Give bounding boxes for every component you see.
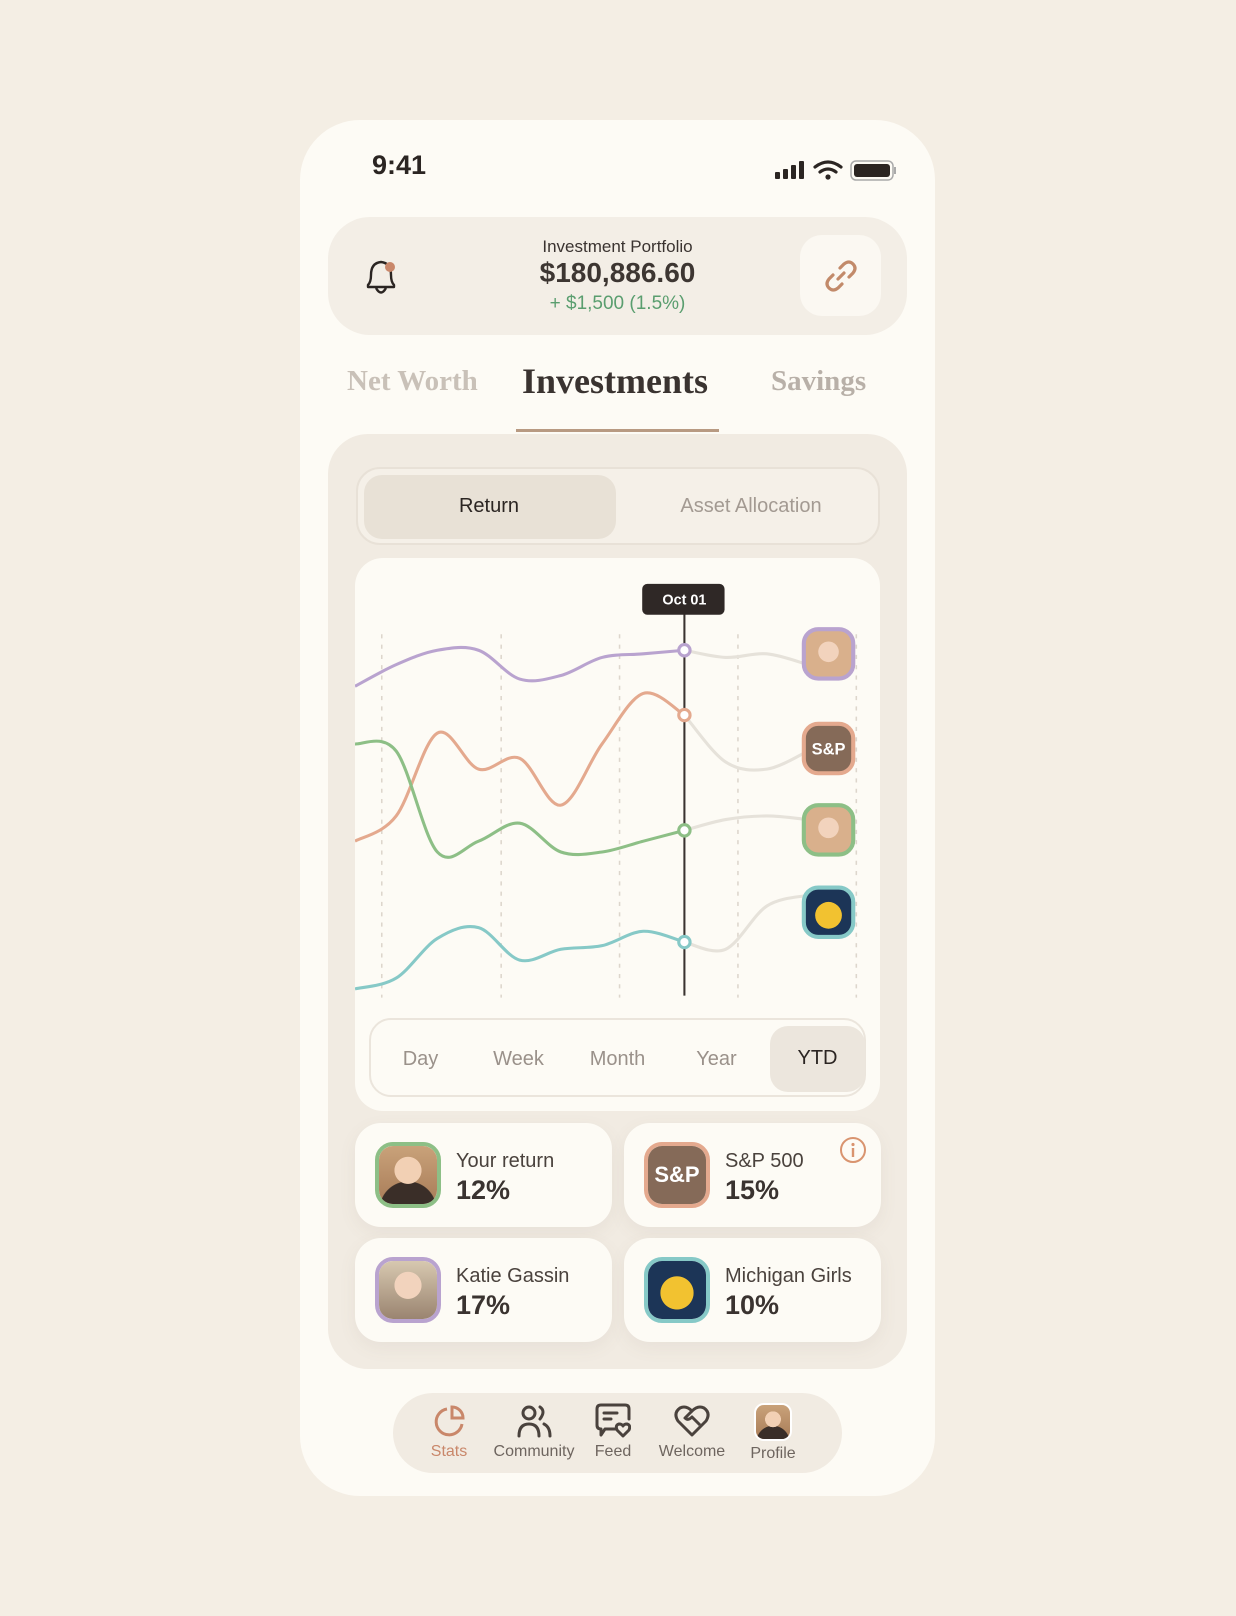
nav-label: Feed [594,1443,632,1460]
nav-welcome[interactable]: Welcome [647,1403,737,1461]
pie-chart-icon [434,1405,465,1437]
nav-label: Welcome [658,1443,726,1460]
tab-net-worth[interactable]: Net Worth [347,365,478,397]
card-value: 15% [725,1175,780,1205]
battery-icon [850,160,894,181]
series-point-katie [677,643,692,658]
michigan-logo [644,1257,710,1323]
segment-return[interactable]: Return [458,495,520,517]
bell-icon[interactable] [362,255,402,297]
card-katie-gassin[interactable]: Katie Gassin 17% [355,1238,612,1342]
card-label: Michigan Girls [725,1265,852,1287]
card-value: 10% [725,1290,780,1320]
feed-icon [595,1403,631,1438]
card-label: S&P 500 [725,1150,804,1172]
series-point-you [677,823,692,838]
portfolio-change: + $1,500 (1.5%) [549,293,686,314]
range-week[interactable]: Week [493,1048,544,1070]
series-faded-katie [684,648,809,667]
series-point-michigan [677,934,692,950]
range-month[interactable]: Month [589,1048,646,1070]
heart-handshake-icon [674,1405,710,1437]
nav-profile[interactable]: Profile [738,1403,808,1463]
series-line-katie [354,645,685,688]
nav-label: Stats [430,1443,468,1460]
signal-icon [775,161,804,179]
segment-highlight [364,475,616,539]
range-year[interactable]: Year [696,1048,737,1070]
tab-underline [516,429,719,432]
tab-investments[interactable]: Investments [522,361,708,401]
card-value: 12% [456,1175,511,1205]
series-faded-you [684,814,809,832]
range-day[interactable]: Day [402,1048,439,1070]
card-label: Your return [456,1150,555,1172]
return-chart[interactable]: S&P Oct 01 [354,558,880,1111]
bottom-nav: Stats Community Feed Welcome Profile [393,1393,842,1473]
portfolio-header: Investment Portfolio $180,886.60 + $1,50… [328,217,907,335]
series-line-sp500 [354,691,686,843]
link-icon [824,259,857,292]
series-faded-sp500 [683,714,809,772]
range-ytd[interactable]: YTD [770,1026,865,1092]
nav-stats[interactable]: Stats [419,1403,479,1461]
card-your-return[interactable]: Your return 12% [355,1123,612,1227]
series-line-michigan [354,925,685,991]
time-range-selector: Day Week Month Year YTD [369,1018,866,1097]
portfolio-value: $180,886.60 [539,257,696,288]
series-faded-michigan [684,893,809,953]
status-time: 9:41 [372,150,427,180]
nav-label: Community [493,1443,575,1460]
nav-feed[interactable]: Feed [583,1403,643,1461]
sp500-avatar: S&P [644,1142,710,1208]
card-sp500[interactable]: S&P S&P 500 15% [624,1123,881,1227]
nav-community[interactable]: Community [489,1403,579,1461]
link-button[interactable] [800,235,881,316]
profile-avatar [754,1403,792,1441]
avatar-face [818,817,839,839]
nav-label: Profile [750,1445,796,1462]
status-icons [775,160,896,181]
view-segmented-control: Return Asset Allocation [356,467,880,545]
tab-savings[interactable]: Savings [771,365,867,397]
tooltip [642,583,725,615]
series-line-you [354,739,685,859]
avatar [375,1142,441,1208]
series-avatar-sp500 [801,721,856,776]
segment-asset-allocation[interactable]: Asset Allocation [680,495,822,517]
michigan-logo [815,901,842,929]
info-icon[interactable] [838,1135,868,1165]
wifi-icon [813,160,843,174]
avatar-face [818,641,839,663]
series-point-sp500 [677,707,692,723]
portfolio-title: Investment Portfolio [542,237,693,256]
avatar [375,1257,441,1323]
tooltip-label: Oct 01 [662,592,706,608]
card-value: 17% [456,1290,511,1320]
card-label: Katie Gassin [456,1265,570,1287]
people-icon [517,1405,552,1438]
series-end-label: S&P [812,741,846,759]
card-michigan-girls[interactable]: Michigan Girls 10% [624,1238,881,1342]
